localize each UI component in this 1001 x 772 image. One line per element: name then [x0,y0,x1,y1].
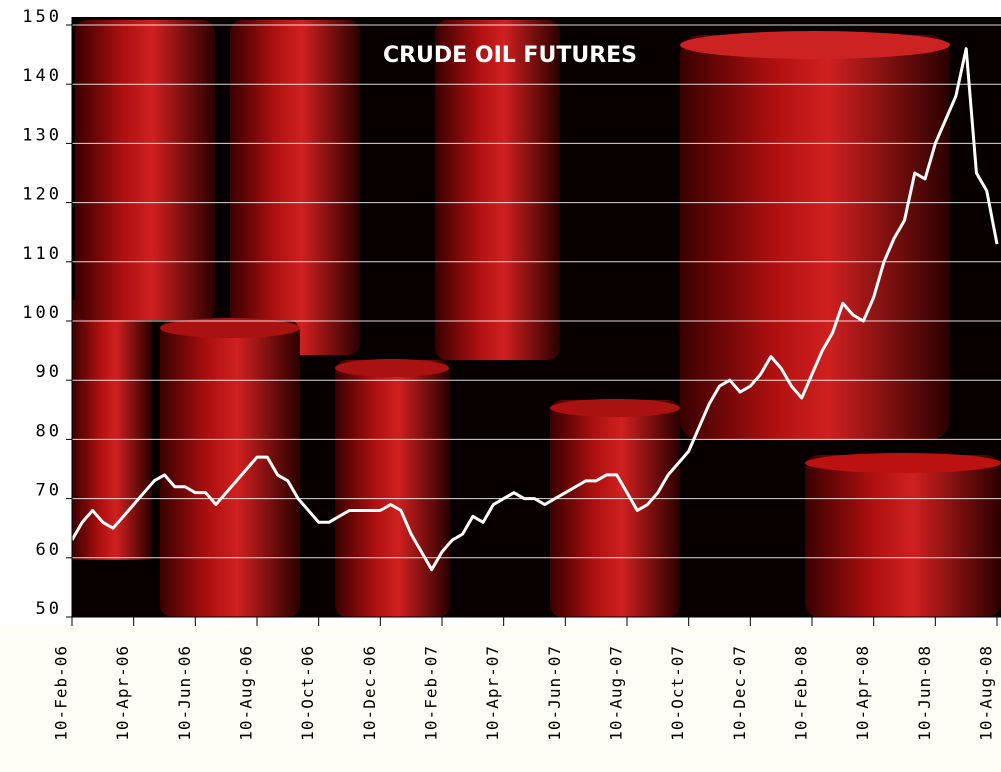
y-tick-label: 120 [22,185,62,205]
y-tick-label: 50 [36,599,62,619]
x-tick-label: 10-Aug-06 [237,645,256,741]
x-tick-label: 10-Feb-06 [52,645,71,741]
axes: 50 60 70 80 90 100 110 120 130 140 150 10-Feb-06 10-… [22,7,1001,741]
plot [70,47,999,572]
y-tick-label: 140 [22,66,62,86]
x-tick-label: 10-Oct-07 [668,645,687,741]
x-tick-label: 10-Jun-07 [545,645,564,741]
y-tick-label: 70 [36,481,62,501]
y-tick-label: 100 [22,303,62,323]
x-tick-label: 10-Feb-07 [422,645,441,741]
label-area [0,625,1001,772]
x-tick-label: 10-Dec-06 [360,645,379,741]
x-tick-label: 10-Apr-08 [853,645,872,741]
x-tick-label: 10-Apr-06 [113,645,132,741]
y-tick-label: 150 [22,7,62,27]
y-tick-label: 60 [36,540,62,560]
background-photo [72,17,1001,617]
y-tick-label: 110 [22,244,62,264]
chart-title: CRUDE OIL FUTURES [383,43,637,68]
x-tick-label: 10-Oct-06 [298,645,317,741]
series-line [70,47,999,572]
x-tick-label: 10-Feb-08 [792,645,811,741]
y-tick-label: 80 [36,421,62,441]
x-tick-label: 10-Apr-07 [483,645,502,741]
y-tick-label: 130 [22,125,62,145]
x-tick-label: 10-Aug-08 [977,645,996,741]
x-tick-label: 10-Dec-07 [730,645,749,741]
y-tick-label: 90 [36,362,62,382]
x-tick-label: 10-Jun-08 [915,645,934,741]
x-tick-label: 10-Jun-06 [175,645,194,741]
x-tick-label: 10-Aug-07 [607,645,626,741]
